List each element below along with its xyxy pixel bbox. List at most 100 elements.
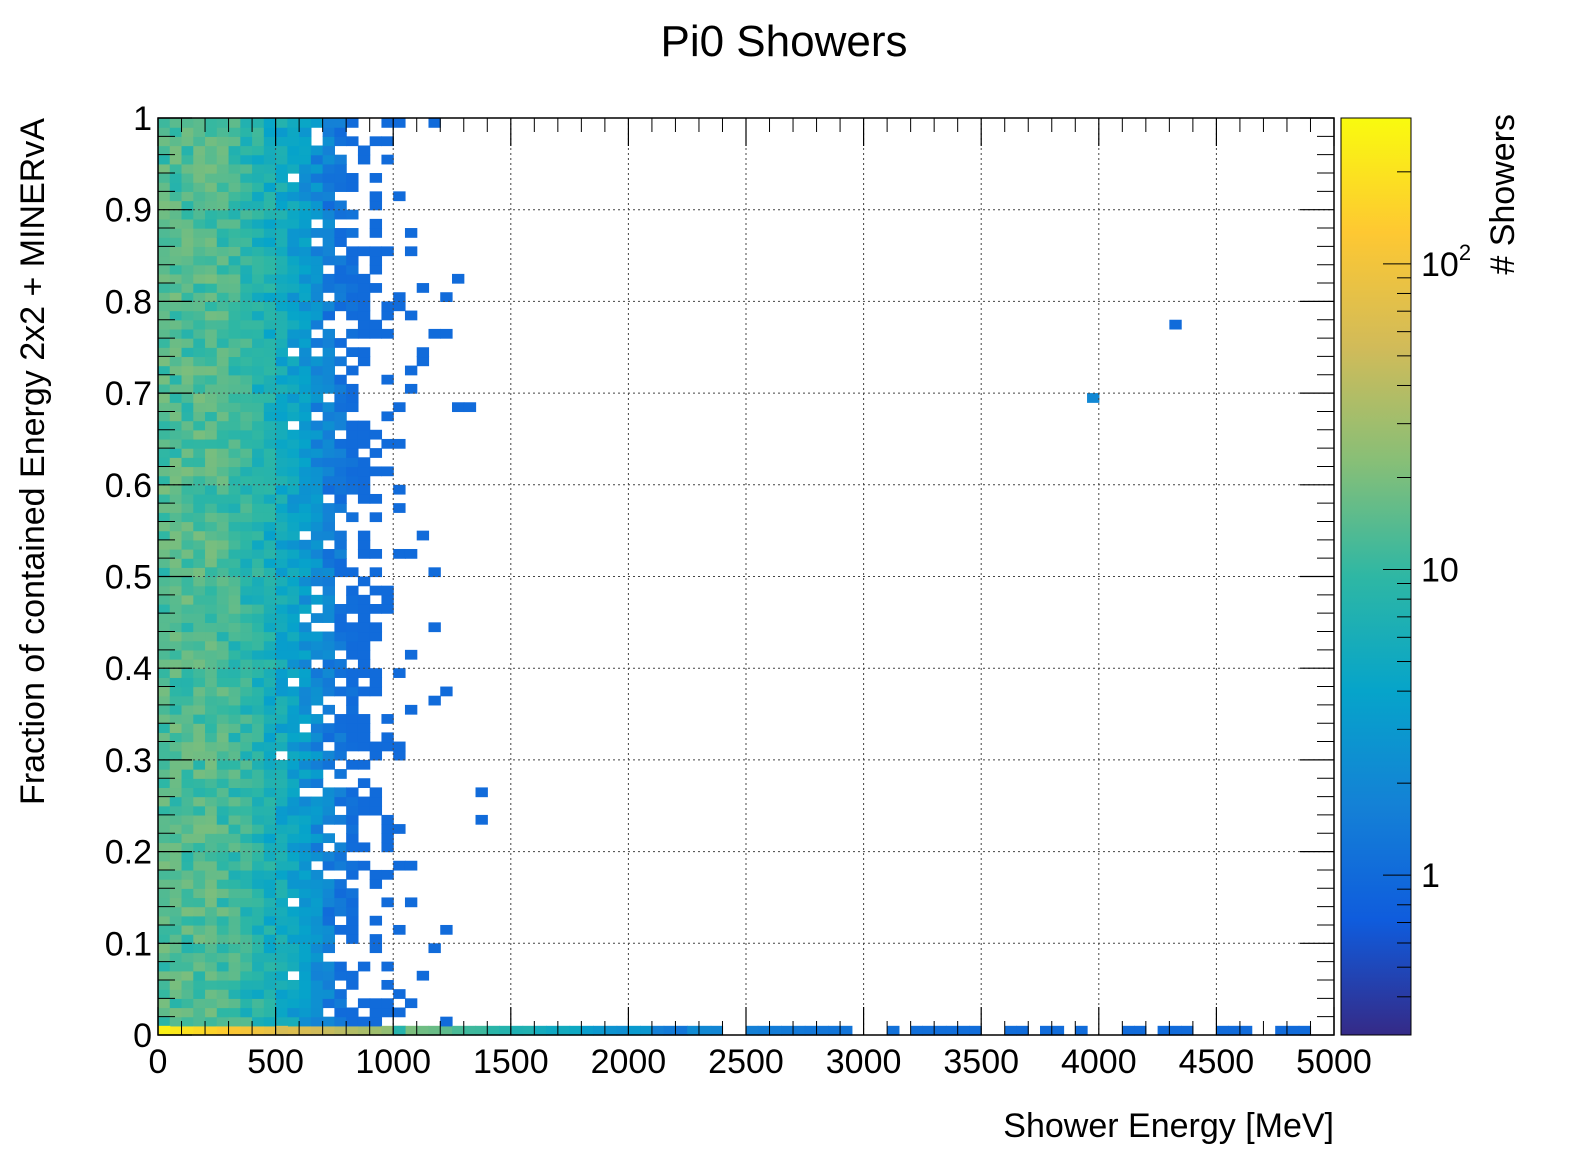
heatmap-cell [228, 127, 241, 137]
heatmap-cell [205, 686, 218, 697]
heatmap-cell [310, 924, 324, 935]
heatmap-cell [228, 787, 241, 798]
heatmap-cell [346, 466, 359, 477]
heatmap-cell [228, 622, 241, 633]
heatmap-cell [228, 814, 241, 825]
heatmap-cell [310, 163, 324, 174]
heatmap-cell [252, 347, 265, 358]
heatmap-cell [393, 924, 406, 935]
heatmap-cell [169, 182, 183, 192]
heatmap-cell [181, 677, 194, 688]
heatmap-cell [158, 237, 171, 247]
heatmap-cell [945, 1025, 959, 1036]
heatmap-cell [263, 833, 277, 844]
heatmap-cell [252, 796, 265, 807]
heatmap-cell [334, 613, 347, 623]
heatmap-cell [181, 915, 194, 926]
heatmap-cell [240, 338, 253, 348]
heatmap-cell [357, 154, 371, 165]
heatmap-cell [299, 145, 312, 156]
heatmap-cell [263, 539, 277, 550]
heatmap-cell [158, 741, 171, 752]
heatmap-cell [299, 347, 312, 358]
heatmap-cell [193, 594, 206, 605]
heatmap-cell [181, 649, 194, 660]
heatmap-cell [216, 604, 230, 614]
heatmap-cell [369, 567, 383, 578]
heatmap-cell [275, 466, 288, 477]
heatmap-cell [240, 246, 253, 257]
y-tick-label: 0.9 [105, 192, 152, 230]
heatmap-cell [263, 723, 277, 733]
heatmap-cell [334, 273, 347, 284]
heatmap-cell [228, 228, 241, 238]
heatmap-cell [299, 604, 312, 614]
heatmap-cell [240, 438, 253, 449]
heatmap-cell [275, 163, 288, 174]
heatmap-cell [169, 448, 183, 458]
heatmap-cell [275, 567, 288, 578]
heatmap-cell [1169, 1025, 1182, 1036]
heatmap-cell [181, 805, 194, 816]
heatmap-cell [275, 631, 288, 642]
heatmap-cell [263, 273, 277, 284]
heatmap-cell [357, 796, 371, 807]
heatmap-cell [228, 860, 241, 871]
heatmap-cell [310, 677, 324, 688]
heatmap-cell [216, 732, 230, 743]
heatmap-cell [346, 301, 359, 312]
heatmap-cell [357, 273, 371, 284]
heatmap-cell [263, 585, 277, 596]
heatmap-cell [252, 631, 265, 642]
heatmap-cell [228, 695, 241, 706]
heatmap-cell [216, 503, 230, 513]
heatmap-cell [158, 127, 171, 137]
y-tick-label: 0.5 [105, 559, 152, 597]
heatmap-cell [381, 466, 394, 477]
heatmap-cell [228, 732, 241, 743]
heatmap-cell [205, 604, 218, 614]
heatmap-cell [228, 521, 241, 532]
heatmap-cell [205, 805, 218, 816]
heatmap-cell [593, 1025, 606, 1036]
heatmap-cell [240, 686, 253, 697]
x-tick-label: 0 [149, 1043, 168, 1081]
heatmap-cell [299, 759, 312, 770]
heatmap-cell [181, 686, 194, 697]
heatmap-cell [263, 558, 277, 568]
heatmap-cell [228, 649, 241, 660]
heatmap-cell [275, 604, 288, 614]
heatmap-cell [193, 1007, 206, 1018]
heatmap-cell [369, 200, 383, 211]
heatmap-cell [299, 769, 312, 779]
heatmap-cell [228, 805, 241, 816]
heatmap-cell [299, 998, 312, 1009]
heatmap-cell [357, 778, 371, 789]
heatmap-cell [240, 732, 253, 743]
heatmap-cell [346, 264, 359, 275]
heatmap-cell [216, 998, 230, 1009]
heatmap-cell [781, 1025, 794, 1036]
heatmap-cell [299, 301, 312, 312]
heatmap-cell [181, 961, 194, 972]
heatmap-cell [193, 860, 206, 871]
heatmap-cell [169, 209, 183, 220]
heatmap-cell [263, 145, 277, 156]
heatmap-cell [310, 952, 324, 963]
heatmap-cell [357, 466, 371, 477]
heatmap-cell [416, 283, 430, 293]
heatmap-cell [228, 979, 241, 990]
heatmap-cell [205, 769, 218, 779]
heatmap-cell [252, 1016, 265, 1027]
heatmap-cell [216, 970, 230, 981]
heatmap-cell [346, 686, 359, 697]
heatmap-cell [310, 796, 324, 807]
heatmap-cell [228, 558, 241, 568]
heatmap-cell [357, 759, 371, 770]
heatmap-cell [334, 228, 347, 238]
heatmap-cell [158, 888, 171, 899]
heatmap-cell [369, 283, 383, 293]
heatmap-cell [357, 429, 371, 440]
x-axis-title: Shower Energy [MeV] [1003, 1107, 1334, 1145]
heatmap-cell [275, 943, 288, 954]
